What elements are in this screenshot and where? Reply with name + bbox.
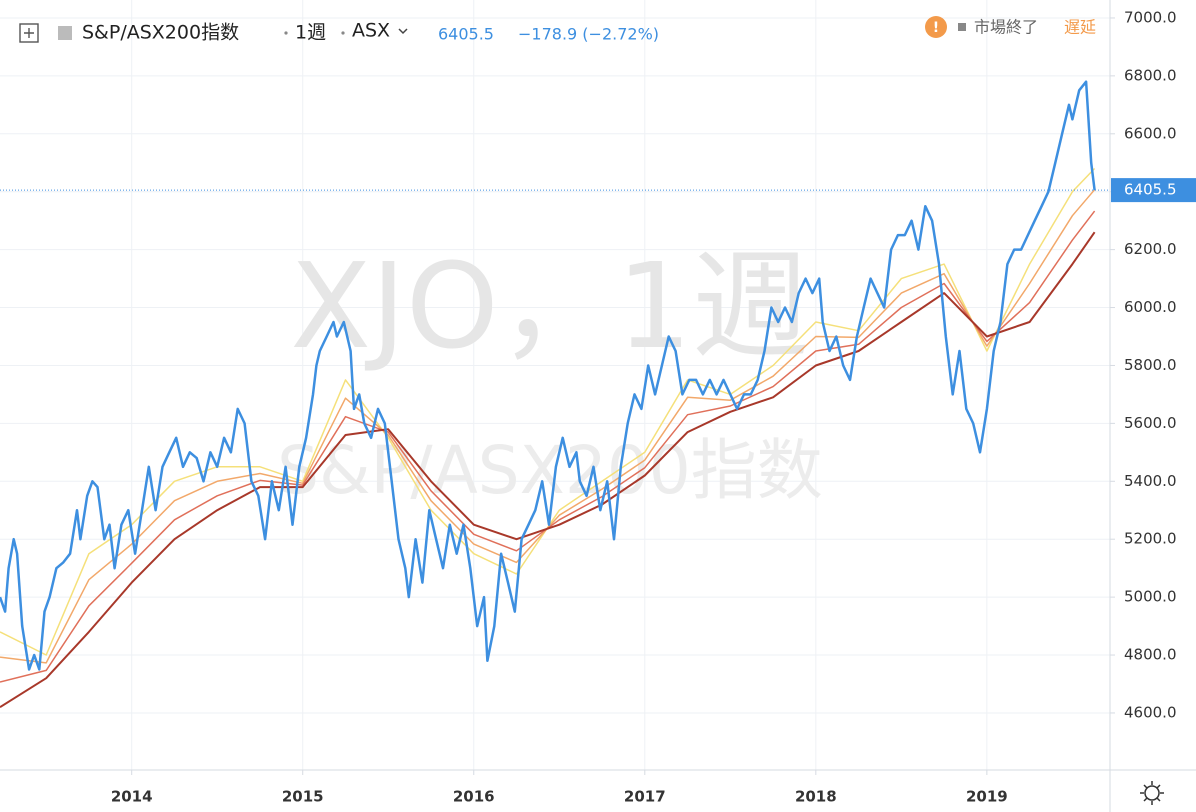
separator <box>341 31 345 35</box>
series-line <box>0 189 1096 664</box>
settings-icon <box>1140 781 1164 805</box>
expand-icon[interactable] <box>19 23 39 43</box>
y-tick-label: 5000.0 <box>1124 588 1177 606</box>
last-price-box <box>1111 178 1196 203</box>
status-icon <box>958 23 966 31</box>
price: 6405.5 <box>438 25 494 44</box>
change: −178.9 (−2.72%) <box>518 25 659 44</box>
interval[interactable]: 1週 <box>295 22 326 44</box>
x-tick-label: 2015 <box>282 788 324 806</box>
last-price-label: 6405.5 <box>1124 181 1177 199</box>
axes: 4600.0 4800.0 5000.0 5200.0 5400.0 5600.0 5800… <box>111 8 1196 806</box>
y-tick-label: 5200.0 <box>1124 530 1177 548</box>
x-tick-label: 2018 <box>795 788 837 806</box>
exchange[interactable]: ASX <box>352 20 390 42</box>
y-tick-label: 5600.0 <box>1124 414 1177 432</box>
y-tick-label: 5800.0 <box>1124 356 1177 374</box>
y-tick-label: 4800.0 <box>1124 646 1177 664</box>
y-tick-label: 4600.0 <box>1124 703 1177 721</box>
series-line <box>0 167 1096 656</box>
x-tick-label: 2019 <box>966 788 1008 806</box>
y-tick-label: 5400.0 <box>1124 472 1177 490</box>
delay: 遅延 <box>1064 18 1096 37</box>
settings-icon[interactable] <box>1144 785 1160 801</box>
y-tick-label: 6800.0 <box>1124 66 1177 84</box>
x-tick-label: 2017 <box>624 788 666 806</box>
y-tick-label: 6000.0 <box>1124 298 1177 316</box>
symbol[interactable]: S&P/ASX200指数 <box>82 22 239 44</box>
alert-icon[interactable] <box>925 16 947 38</box>
series-layer <box>0 80 1110 709</box>
watermark: XJO，1週 <box>290 237 810 375</box>
x-tick-label: 2016 <box>453 788 495 806</box>
y-tick-label: 6600.0 <box>1124 124 1177 142</box>
series-line <box>0 80 1096 671</box>
alert-icon: ! <box>933 20 939 36</box>
y-tick-label: 6200.0 <box>1124 240 1177 258</box>
separator <box>284 31 288 35</box>
market-status: 市場終了 <box>974 18 1038 37</box>
expand-icon <box>24 28 34 38</box>
series-line <box>0 210 1096 683</box>
symbol-icon <box>58 26 72 40</box>
chevron <box>398 28 408 35</box>
y-tick-label: 7000.0 <box>1124 8 1177 26</box>
plot-area <box>0 0 1110 770</box>
series-line <box>0 231 1096 709</box>
x-tick-label: 2014 <box>111 788 153 806</box>
watermark: S&P/ASX200指数 <box>277 432 823 509</box>
